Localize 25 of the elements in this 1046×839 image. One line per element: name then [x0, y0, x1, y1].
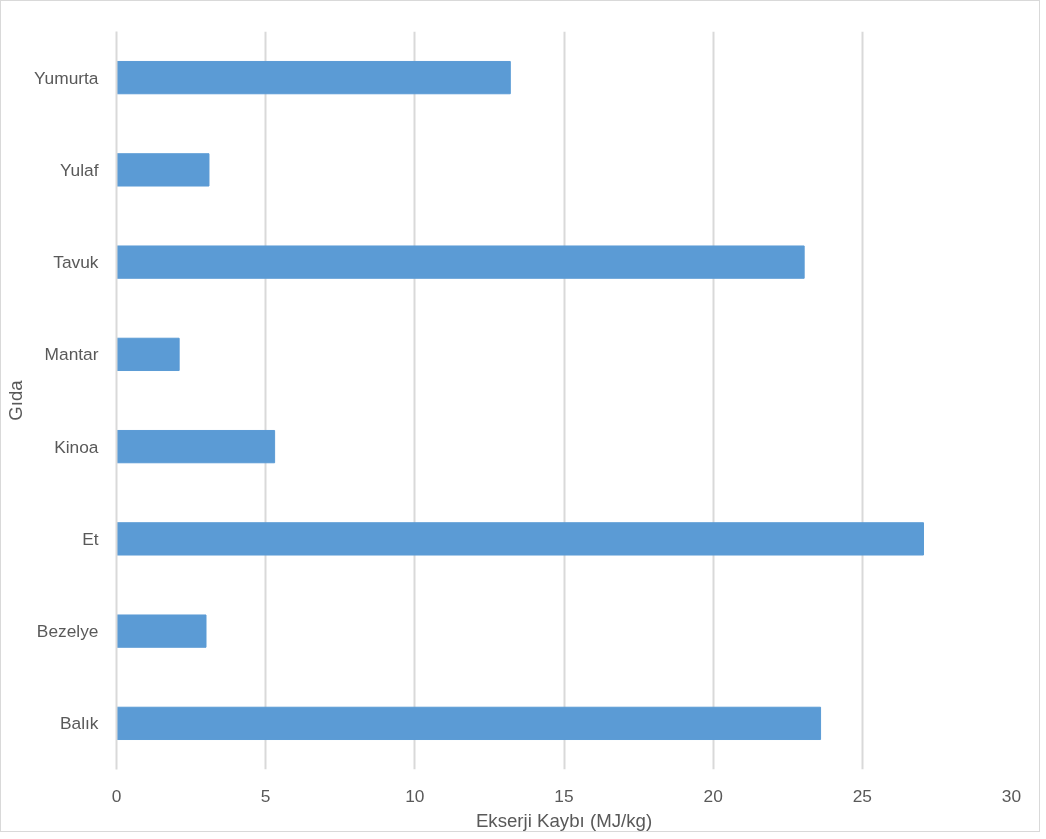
x-tick-label: 20	[703, 785, 723, 806]
y-tick-label: Yumurta	[33, 67, 99, 88]
y-tick-label: Et	[82, 528, 99, 549]
y-tick-label: Bezelye	[36, 621, 99, 642]
y-tick-label: Kinoa	[54, 436, 99, 457]
bar	[116, 153, 210, 187]
x-tick-label: 25	[852, 785, 872, 806]
x-axis-title: Ekserji Kaybı (MJ/kg)	[475, 809, 653, 831]
y-tick-label: Tavuk	[53, 252, 99, 273]
x-tick-label: 30	[1001, 785, 1022, 806]
bar	[116, 60, 511, 95]
bar	[116, 614, 207, 648]
bar	[116, 245, 805, 279]
bar	[116, 706, 822, 741]
bar	[116, 337, 180, 372]
x-tick-label: 15	[554, 785, 574, 806]
y-tick-label: Balık	[59, 713, 99, 734]
x-tick-label: 5	[260, 785, 271, 806]
y-tick-label: Yulaf	[59, 159, 99, 180]
bar	[116, 429, 276, 464]
bar	[116, 522, 924, 556]
y-axis-title: Gıda	[4, 379, 26, 421]
x-tick-label: 0	[111, 785, 122, 806]
x-tick-label: 10	[405, 785, 425, 806]
y-tick-label: Mantar	[44, 344, 99, 365]
